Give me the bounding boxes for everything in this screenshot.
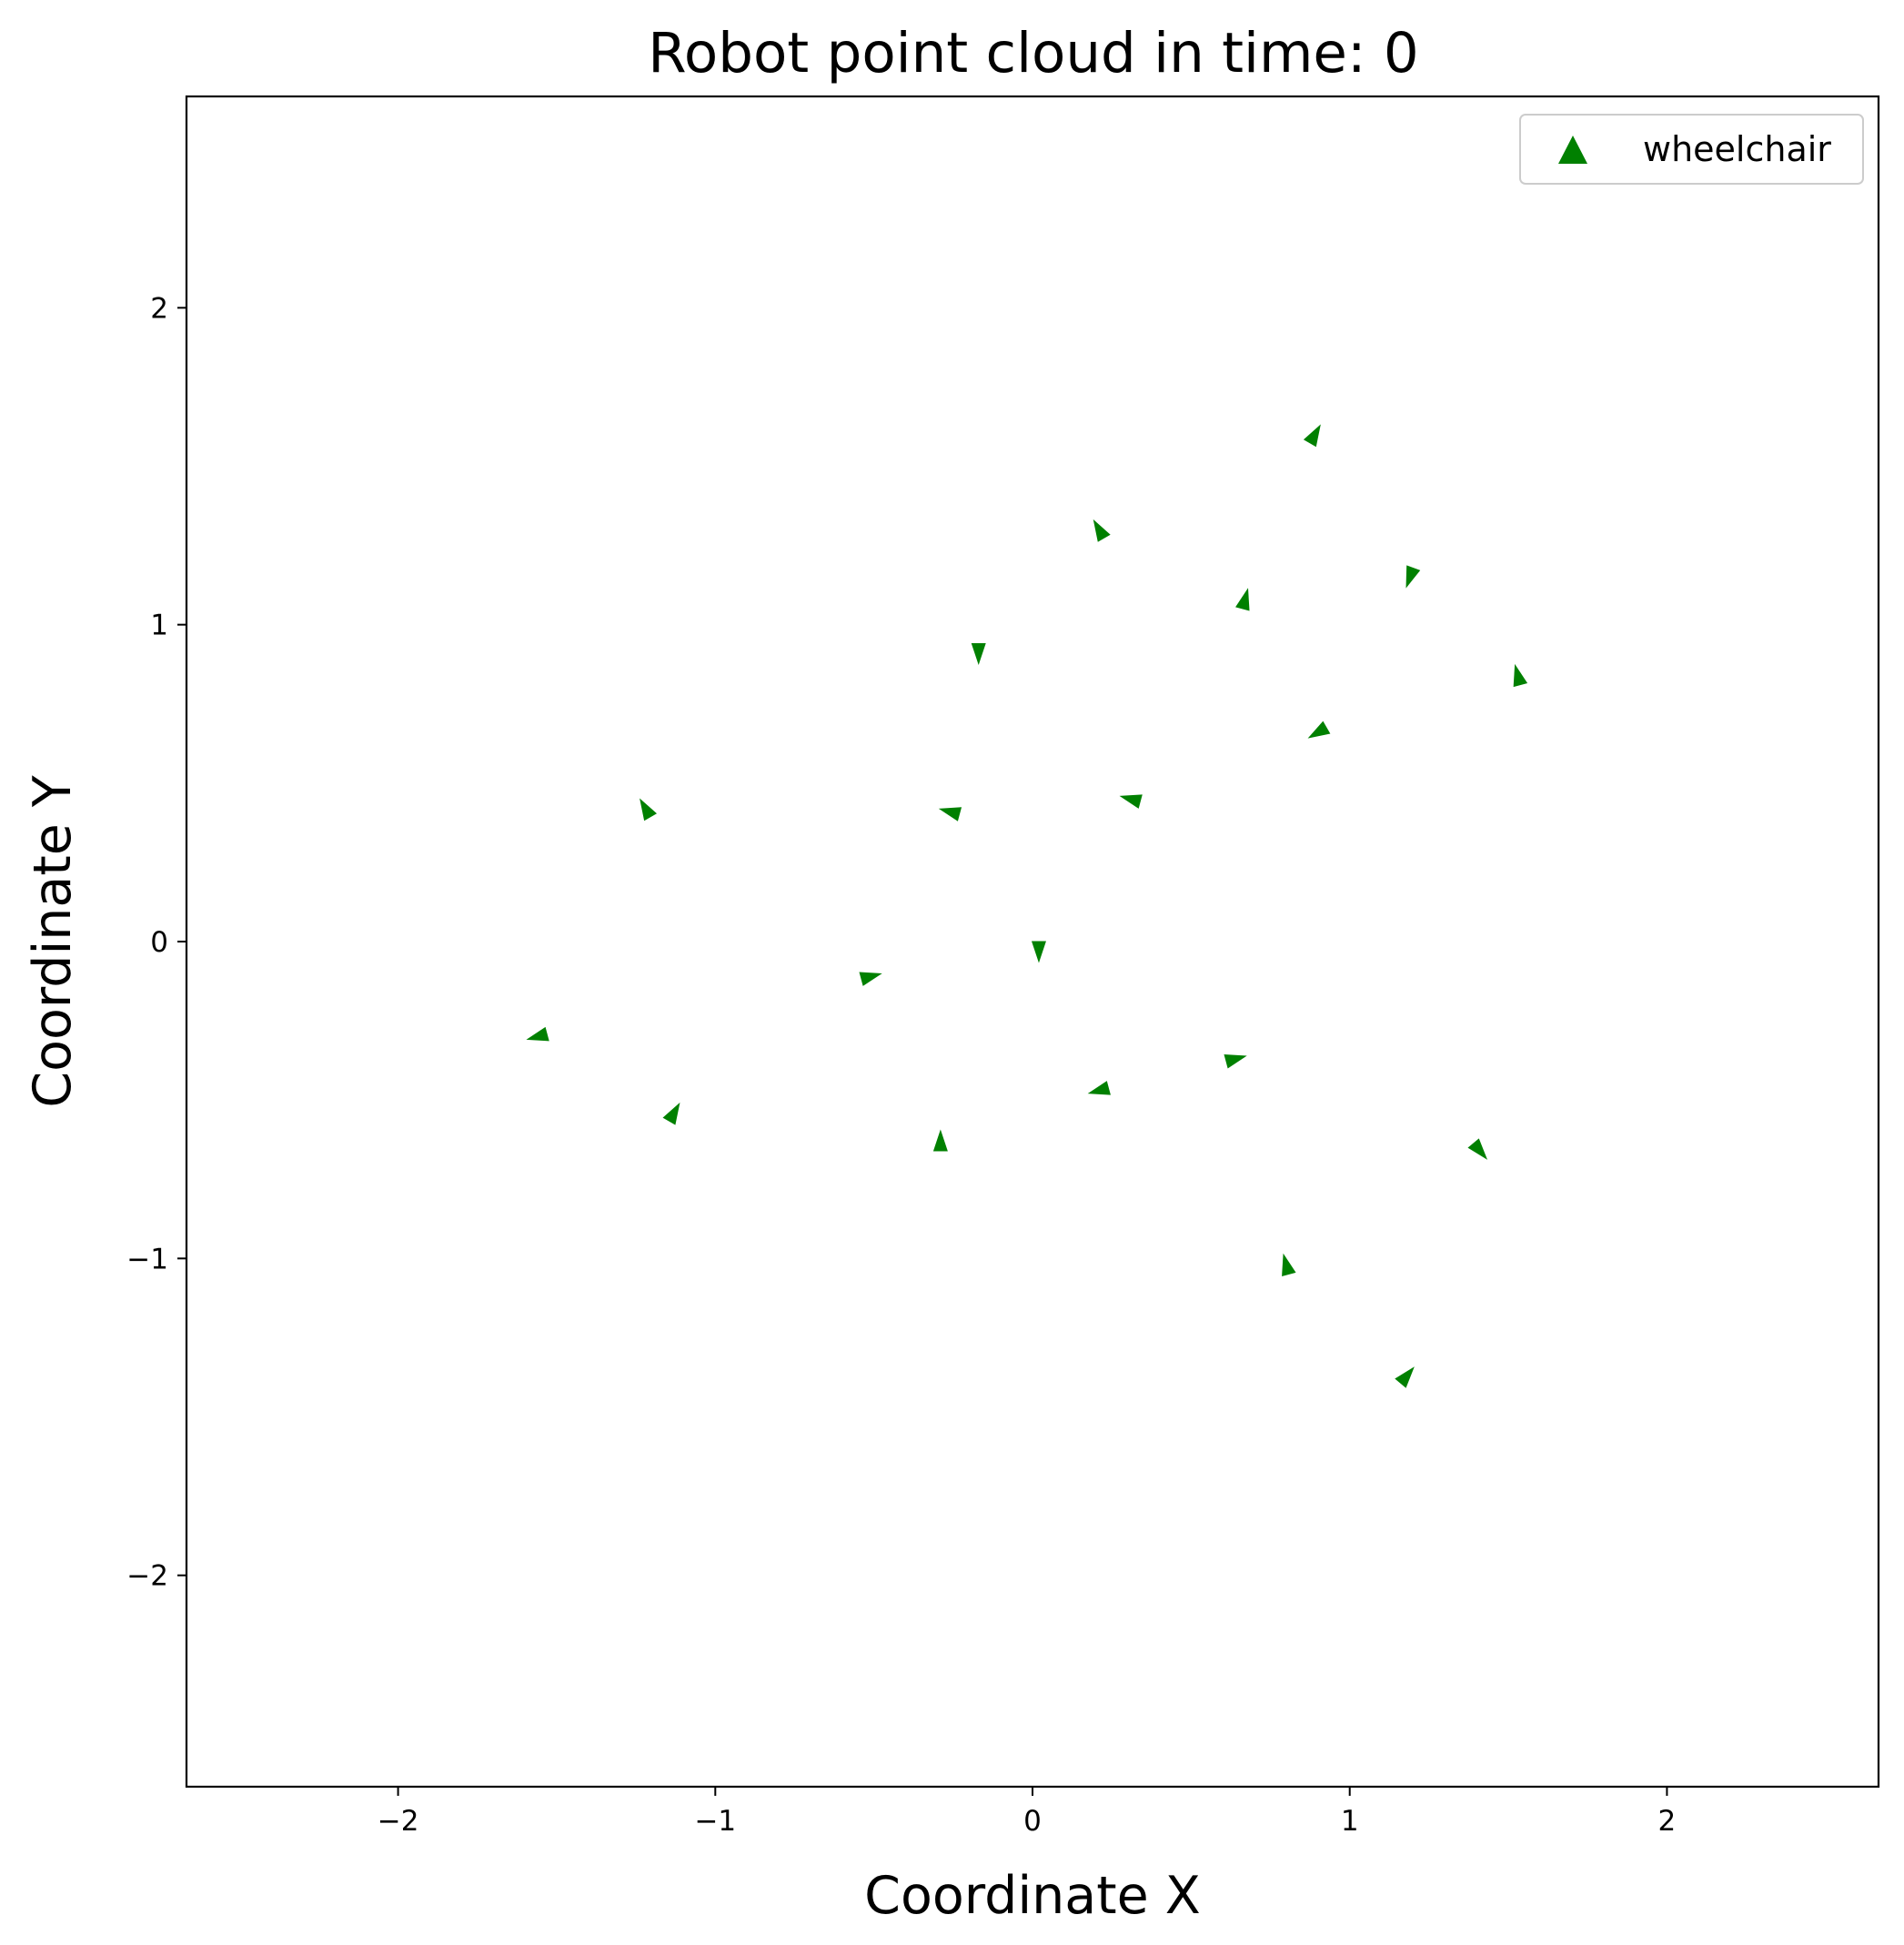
scatter-point xyxy=(1282,1253,1296,1276)
scatter-point xyxy=(662,1102,680,1125)
x-tick-label: −2 xyxy=(378,1805,419,1838)
y-axis-label: Coordinate Y xyxy=(23,775,83,1108)
scatter-point xyxy=(1235,588,1250,611)
scatter-point xyxy=(1405,565,1421,589)
x-tick-label: −1 xyxy=(694,1805,736,1838)
x-axis-label: Coordinate X xyxy=(864,1866,1201,1926)
plot-frame xyxy=(185,95,1880,1789)
scatter-point xyxy=(859,972,882,986)
legend: wheelchair xyxy=(1519,114,1864,185)
scatter-point xyxy=(1093,519,1111,542)
scatter-point xyxy=(1307,721,1331,739)
scatter-point xyxy=(1119,794,1143,809)
y-tick-label: 2 xyxy=(150,292,168,325)
scatter-point xyxy=(971,643,986,666)
scatter-point xyxy=(640,798,658,821)
scatter-points xyxy=(526,424,1528,1388)
scatter-point xyxy=(932,1129,948,1152)
scatter-point xyxy=(1224,1053,1247,1069)
scatter-point xyxy=(1303,424,1321,448)
y-tick-label: −1 xyxy=(126,1243,168,1275)
legend-label: wheelchair xyxy=(1643,129,1831,169)
scatter-point xyxy=(526,1026,549,1042)
scatter-point xyxy=(1087,1081,1111,1095)
scatter-point xyxy=(1395,1366,1415,1388)
scatter-point xyxy=(1467,1138,1488,1160)
scatter-point xyxy=(1513,663,1528,688)
chart-title: Robot point cloud in time: 0 xyxy=(648,21,1418,86)
y-tick-label: 1 xyxy=(150,610,168,642)
x-tick-label: 0 xyxy=(1023,1805,1042,1838)
y-tick-label: 0 xyxy=(150,926,168,959)
scatter-point xyxy=(1031,941,1046,963)
x-tick-label: 1 xyxy=(1341,1805,1359,1838)
x-axis-ticks: −2 −1 0 1 2 xyxy=(378,1787,1677,1838)
y-tick-label: −2 xyxy=(126,1560,168,1593)
legend-box xyxy=(1519,114,1864,185)
legend-marker-triangle xyxy=(1558,136,1587,164)
scatter-point xyxy=(938,807,962,821)
x-tick-label: 2 xyxy=(1658,1805,1677,1838)
y-axis-ticks: −2 −1 0 1 2 xyxy=(126,292,186,1593)
